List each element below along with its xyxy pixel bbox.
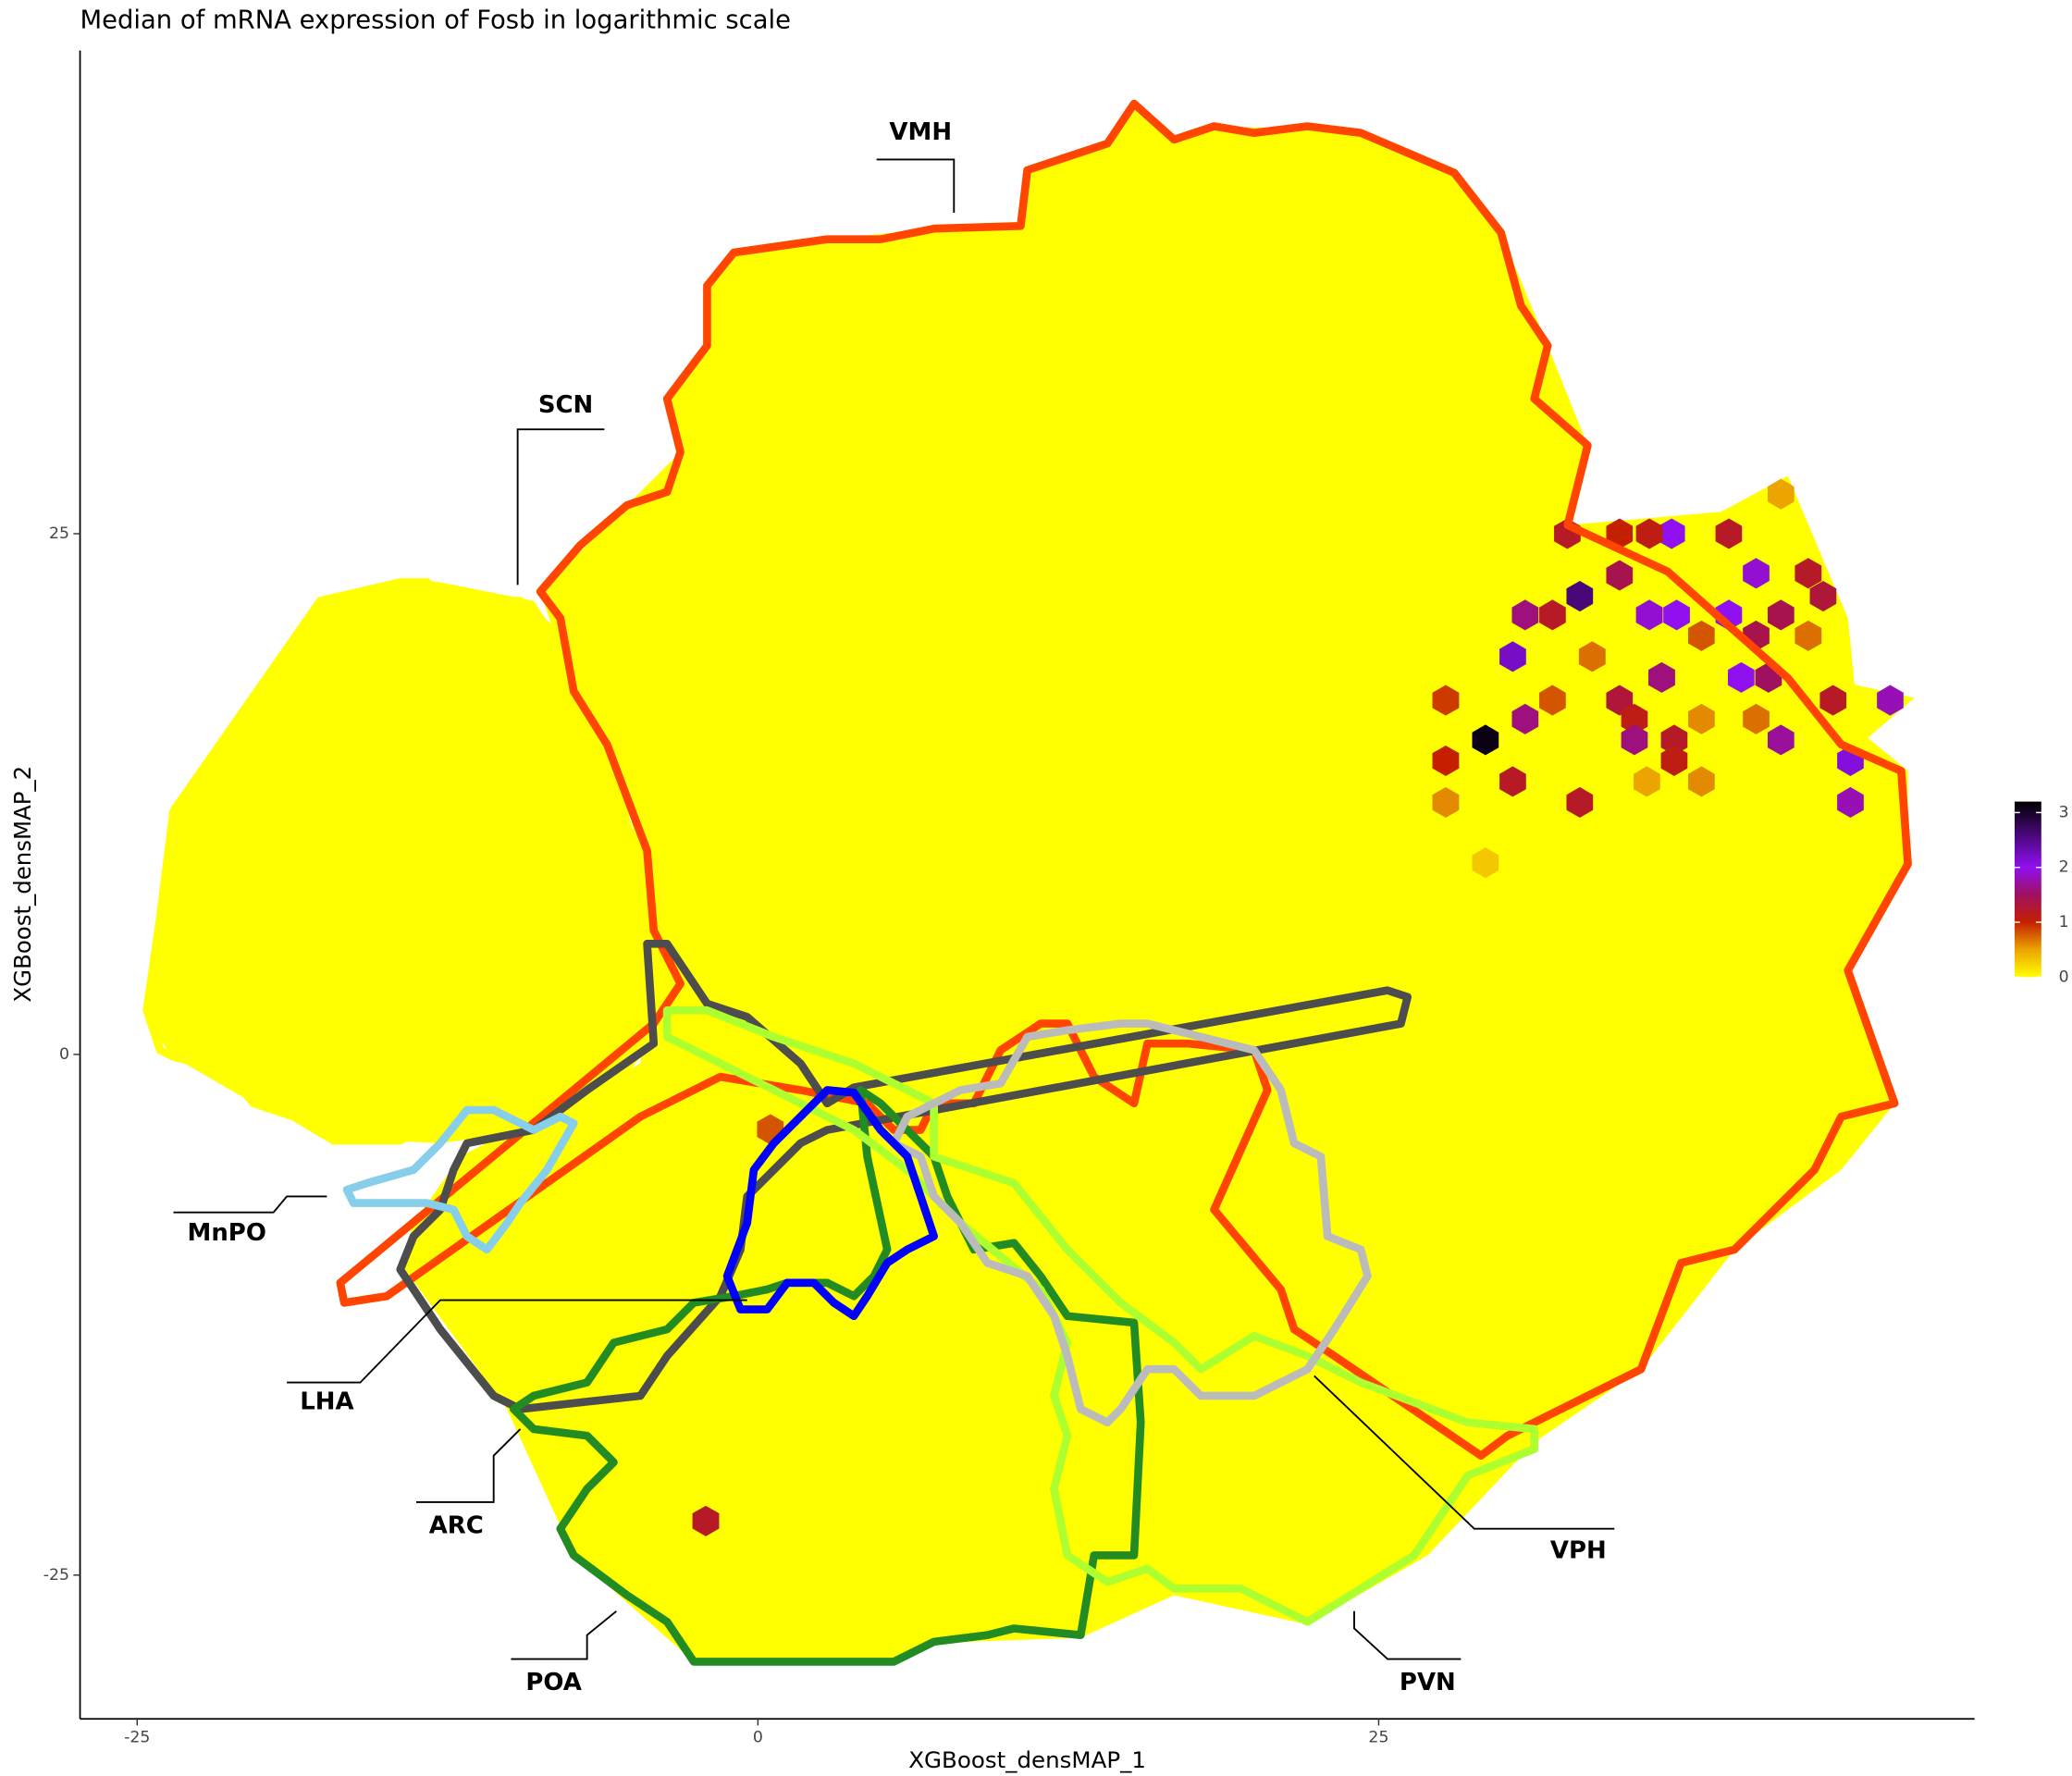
region-label: MnPO <box>188 1219 266 1247</box>
hex-cell <box>1877 684 1904 716</box>
leader-line <box>287 1299 747 1384</box>
hex-cell <box>1728 661 1755 693</box>
x-tick-label: -25 <box>124 1728 150 1746</box>
leader-line <box>511 1610 617 1660</box>
cell-mass-area <box>400 104 1915 1662</box>
hex-cell <box>1743 558 1770 589</box>
leader-line <box>416 1428 522 1503</box>
leader-line <box>876 158 956 213</box>
hex-cell <box>1635 599 1663 631</box>
hex-cell <box>1634 766 1660 797</box>
region-outline <box>142 578 659 1145</box>
hex-cell <box>1648 661 1675 693</box>
hex-cell <box>692 1505 720 1536</box>
region-outlines <box>142 99 1912 1666</box>
leader-line <box>1353 1610 1462 1660</box>
hex-cell <box>1539 684 1566 716</box>
hex-cell <box>1688 620 1715 651</box>
hex-cell <box>1606 560 1634 591</box>
hex-cell <box>1539 599 1566 631</box>
colorbar-tick-label: 0 <box>2059 968 2069 986</box>
hex-cell <box>1794 558 1822 589</box>
leader-line <box>516 428 605 586</box>
hex-cell <box>1715 518 1743 549</box>
hex-cell <box>1566 581 1594 612</box>
hex-cell <box>1499 641 1526 672</box>
region-outline <box>336 99 1912 1460</box>
hex-cell <box>1511 703 1539 734</box>
region-outline <box>722 1086 938 1321</box>
region-outline <box>342 1105 578 1254</box>
hex-cell <box>1499 766 1526 797</box>
hexes <box>692 478 1904 1536</box>
region-label: VMH <box>889 118 952 146</box>
region-labels: VMH SCN MnPO LHA ARC POA PVN VPH <box>173 118 1615 1696</box>
hex-cell <box>1663 599 1690 631</box>
x-tick-label: 0 <box>753 1728 763 1746</box>
hex-cell <box>1432 684 1460 716</box>
y-axis-label: XGBoost_densMAP_2 <box>9 766 36 1003</box>
hex-cell <box>1635 518 1663 549</box>
hex-cell <box>1767 724 1794 756</box>
hex-cell <box>1688 766 1715 797</box>
leader-line <box>1314 1375 1615 1530</box>
leader-line <box>173 1195 327 1214</box>
hex-cell <box>1578 641 1606 672</box>
ticks: -25 0 25 -25 0 25 <box>43 524 1389 1746</box>
cell-mass <box>146 104 1915 1662</box>
hex-cell <box>1566 786 1594 818</box>
hex-cell <box>1837 786 1864 818</box>
hex-cell <box>1472 724 1499 756</box>
hex-cell <box>1743 703 1770 734</box>
colorbar: 0 1 2 3 <box>2014 801 2069 986</box>
region-label: VPH <box>1550 1537 1607 1565</box>
y-tick-label: -25 <box>43 1566 69 1585</box>
hex-cell <box>1809 581 1837 612</box>
colorbar-tick-label: 1 <box>2059 913 2069 931</box>
region-outline <box>890 1019 1372 1427</box>
x-tick-label: 25 <box>1368 1728 1388 1746</box>
hex-cell <box>1658 518 1685 549</box>
colorbar-bar <box>2014 801 2041 978</box>
hex-cell <box>1621 724 1648 756</box>
hex-cell <box>1432 786 1460 818</box>
chart-title: Median of mRNA expression of Fosb in log… <box>80 6 791 35</box>
hex-cell <box>1606 684 1634 716</box>
hex-cell <box>1606 518 1634 549</box>
hex-cell <box>1794 620 1822 651</box>
hex-cell <box>1511 599 1539 631</box>
hex-cell <box>1472 847 1499 879</box>
colorbar-tick-label: 3 <box>2059 803 2069 821</box>
region-label: LHA <box>300 1388 353 1416</box>
x-axis-label: XGBoost_densMAP_1 <box>908 1746 1146 1773</box>
hex-cell <box>1767 478 1794 510</box>
cell-mass-area <box>146 579 668 1143</box>
region-label: POA <box>525 1669 581 1696</box>
hex-cell <box>1688 703 1715 734</box>
y-tick-label: 25 <box>49 524 69 543</box>
hex-cell <box>1660 745 1688 776</box>
hex-cell <box>1819 684 1847 716</box>
hex-cell <box>1767 599 1794 631</box>
hex-cell <box>1660 724 1688 756</box>
region-label: SCN <box>538 391 593 419</box>
region-label: PVN <box>1400 1669 1456 1696</box>
region-label: ARC <box>429 1511 484 1539</box>
colorbar-tick-label: 2 <box>2059 858 2069 877</box>
y-tick-label: 0 <box>59 1045 69 1064</box>
region-outline <box>509 1086 1145 1666</box>
hex-cell <box>1621 703 1648 734</box>
hex-cell <box>1432 745 1460 776</box>
